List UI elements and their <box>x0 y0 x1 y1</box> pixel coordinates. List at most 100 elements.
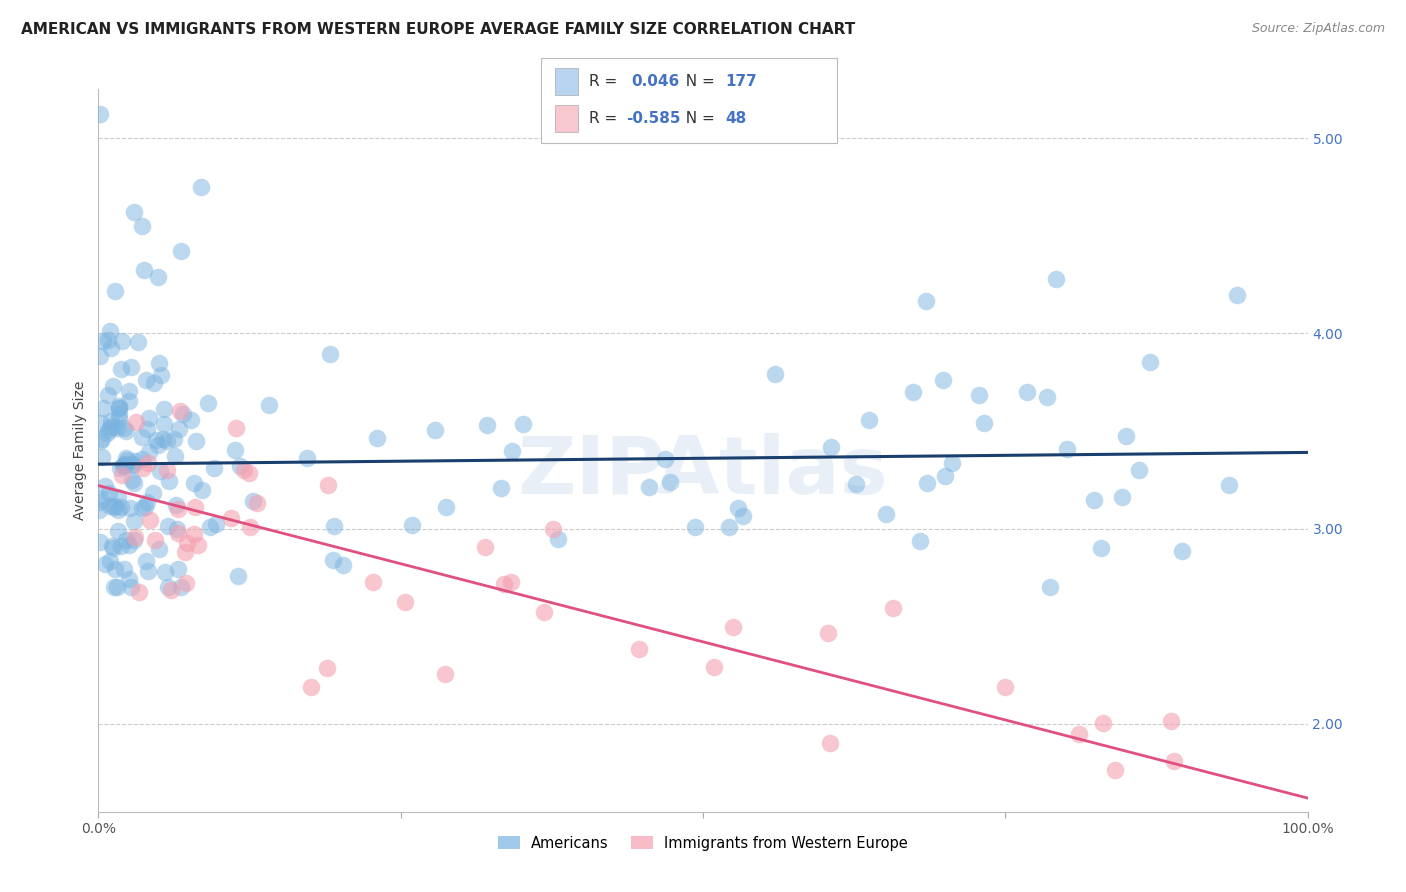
Point <box>190 179 212 194</box>
Point <box>246 496 269 510</box>
Point <box>165 499 187 513</box>
Point <box>127 334 149 349</box>
Point <box>917 475 939 490</box>
Point <box>142 485 165 500</box>
Point <box>103 500 125 514</box>
Point <box>501 575 523 590</box>
Point <box>97 333 120 347</box>
Point <box>1056 442 1078 456</box>
Point <box>104 562 127 576</box>
Point <box>474 540 496 554</box>
Text: R =: R = <box>589 74 627 88</box>
Point <box>136 495 159 509</box>
Point <box>108 407 131 421</box>
Point <box>112 458 135 472</box>
Point <box>858 413 880 427</box>
Point <box>138 445 160 459</box>
Point <box>121 457 143 471</box>
Point <box>1226 288 1249 302</box>
Point <box>105 580 128 594</box>
Point <box>322 553 344 567</box>
Point <box>124 205 146 219</box>
Point <box>91 432 114 446</box>
Point <box>98 324 121 338</box>
Text: 48: 48 <box>725 112 747 126</box>
Point <box>120 360 142 375</box>
Point <box>915 294 938 309</box>
Point <box>117 384 139 399</box>
Point <box>157 580 180 594</box>
Point <box>148 355 170 369</box>
Point <box>176 535 198 549</box>
Point <box>122 515 145 529</box>
Point <box>1171 543 1194 558</box>
Point <box>1067 727 1090 741</box>
Point <box>1083 493 1105 508</box>
Point <box>172 407 194 421</box>
Point <box>107 490 129 504</box>
Point <box>169 404 191 418</box>
Point <box>541 522 564 536</box>
Point <box>932 373 955 387</box>
Point <box>107 401 129 415</box>
Text: AMERICAN VS IMMIGRANTS FROM WESTERN EUROPE AVERAGE FAMILY SIZE CORRELATION CHART: AMERICAN VS IMMIGRANTS FROM WESTERN EURO… <box>21 22 855 37</box>
Point <box>128 585 150 599</box>
Point <box>143 376 166 390</box>
Point <box>139 513 162 527</box>
Point <box>434 667 457 681</box>
Point <box>89 534 111 549</box>
Point <box>166 526 188 541</box>
Point <box>1036 391 1059 405</box>
Point <box>1160 714 1182 728</box>
Point <box>1139 355 1161 369</box>
Text: ZIPAtlas: ZIPAtlas <box>517 434 889 511</box>
Point <box>156 463 179 477</box>
Point <box>118 393 141 408</box>
Point <box>93 557 115 571</box>
Point <box>1163 754 1185 768</box>
Text: 0.046: 0.046 <box>631 74 679 88</box>
Point <box>149 368 172 383</box>
Point <box>658 475 681 490</box>
Point <box>90 491 112 506</box>
Point <box>187 538 209 552</box>
Point <box>136 564 159 578</box>
Point <box>501 443 523 458</box>
Point <box>122 458 145 472</box>
Point <box>229 458 252 473</box>
Point <box>197 396 219 410</box>
Point <box>153 417 176 432</box>
Point <box>115 533 138 547</box>
Point <box>167 422 190 436</box>
Point <box>110 500 132 514</box>
Point <box>118 538 141 552</box>
Point <box>112 562 135 576</box>
Point <box>101 379 124 393</box>
Point <box>1128 462 1150 476</box>
Text: 177: 177 <box>725 74 758 88</box>
Point <box>170 244 193 258</box>
Point <box>242 494 264 508</box>
Point <box>973 417 995 431</box>
Point <box>875 507 897 521</box>
Point <box>184 434 207 449</box>
Point <box>512 417 534 431</box>
Point <box>125 415 148 429</box>
Text: N =: N = <box>676 112 720 126</box>
Point <box>818 736 841 750</box>
Point <box>89 503 111 517</box>
Point <box>1218 478 1240 492</box>
Point <box>96 426 118 441</box>
Point <box>654 452 676 467</box>
Point <box>153 566 176 580</box>
Point <box>131 219 153 233</box>
Point <box>152 432 174 446</box>
Point <box>112 458 135 473</box>
Point <box>149 464 172 478</box>
Point <box>491 481 513 495</box>
Point <box>319 347 342 361</box>
Point <box>156 434 179 448</box>
Point <box>108 401 131 415</box>
Point <box>994 680 1017 694</box>
Point <box>1115 429 1137 443</box>
